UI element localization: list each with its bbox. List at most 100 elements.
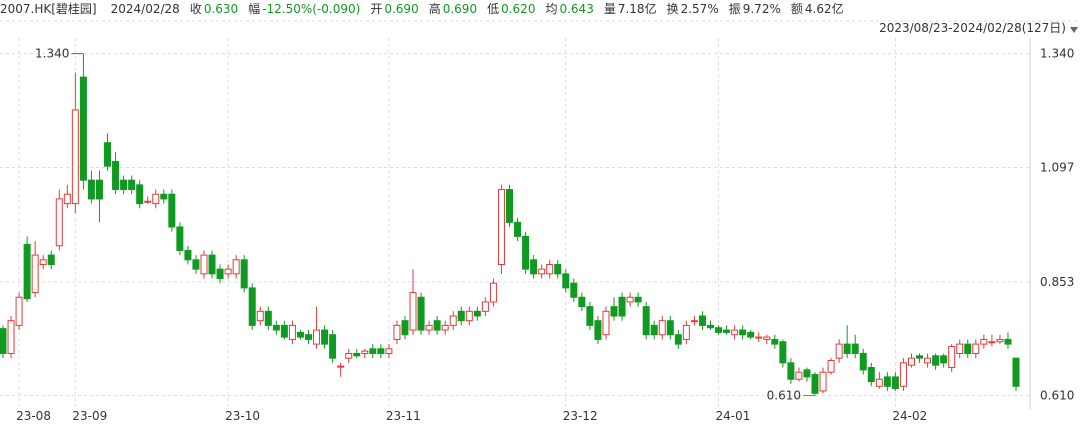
candle-body [562,273,570,289]
candle-body [87,179,95,200]
candle-body [176,226,184,251]
candle-body [610,306,618,317]
candle-body [425,324,433,331]
candle-body [256,310,264,322]
candle-body [0,328,7,354]
candle-body [449,315,457,326]
candle-body [690,320,698,323]
quote-value: 9.72% [743,2,781,16]
quote-value: 0.630 [204,2,238,16]
candle-body [940,355,948,364]
candle-body [393,324,401,340]
quote-label: 振 [729,2,741,16]
candle-body [481,301,489,312]
candle-body [15,296,23,326]
candle-body [682,324,690,340]
quote-label: 额 [791,2,803,16]
candle-body [441,324,449,331]
candle-body [288,324,296,340]
candle-body [321,329,329,345]
candle-body [377,348,385,354]
candle-body [1012,357,1020,387]
candle-body [698,315,706,326]
candle-body [272,324,280,331]
candle-body [112,160,120,191]
x-tick-label: 24-02 [892,409,927,423]
candle-body [715,327,723,333]
y-tick-label: 0.610 [1040,389,1074,403]
quote-value: 0.690 [384,2,418,16]
candle-body [514,221,522,237]
candle-body [23,243,31,300]
candle-body [827,360,835,373]
quote-label: 幅 [248,1,260,16]
candle-body [144,200,152,203]
candle-body [650,324,658,336]
candle-body [232,259,240,275]
candle-body [907,357,915,366]
candle-body [329,334,337,359]
candle-body [369,348,377,354]
candle-body [55,198,63,247]
candle-body [385,348,393,354]
candle-body [787,362,795,380]
quote-header: 2007.HK[碧桂园] 2024/02/28 收 0.630 幅 -12.50%(-0.… [0,1,844,16]
candle-body [602,310,610,336]
candle-body [248,287,256,326]
candle-body [47,254,55,265]
candle-body [506,189,513,223]
candle-body [755,336,763,339]
candle-body [811,374,819,394]
candle-body [851,343,859,354]
candle-body [843,343,851,354]
candle-body [747,331,755,338]
candle-body [200,254,208,275]
candle-body [168,193,176,228]
candle-body [538,268,546,275]
candle-body [980,338,988,345]
candle-body [835,343,843,359]
candle-body [899,362,907,387]
candle-body [417,296,425,331]
candle-body [916,355,924,359]
y-tick-label: 1.097 [1040,161,1074,175]
date: 2024/02/28 [111,2,180,16]
candle-body [240,259,248,289]
candle-body [795,371,803,380]
candle-body [674,334,682,345]
annotation: 1.340 [35,47,69,61]
candle-body [192,259,200,270]
quote-value: -12.50%(-0.090) [262,2,360,16]
candle-body [361,350,369,354]
candle-body [409,292,417,331]
quote-value: 2.57% [681,2,719,16]
candle-body [305,334,313,340]
x-tick-label: 23-11 [386,409,421,423]
annotation: 0.610 [767,389,801,403]
candle-body [739,329,747,336]
range-dropdown[interactable] [1070,27,1078,33]
candle-body [642,306,650,336]
candle-body [39,259,47,265]
candle-body [932,355,940,366]
candle-body [7,320,15,354]
candle-body [1004,338,1012,345]
candle-body [522,235,530,270]
quote-label: 高 [429,1,441,16]
candle-body [763,336,771,340]
candle-body [280,324,288,338]
quote-value: 4.62亿 [805,1,844,16]
candle-body [771,338,779,345]
quote-value: 0.643 [559,2,593,16]
candle-body [883,376,891,387]
candle-body [546,263,554,275]
x-tick-label: 24-01 [716,409,751,423]
quote-value: 0.620 [501,2,535,16]
candle-body [465,310,473,322]
candle-body [956,343,964,354]
candle-body [104,142,112,167]
candle-body [401,320,409,336]
candle-body [71,109,79,205]
candle-body [473,310,481,317]
